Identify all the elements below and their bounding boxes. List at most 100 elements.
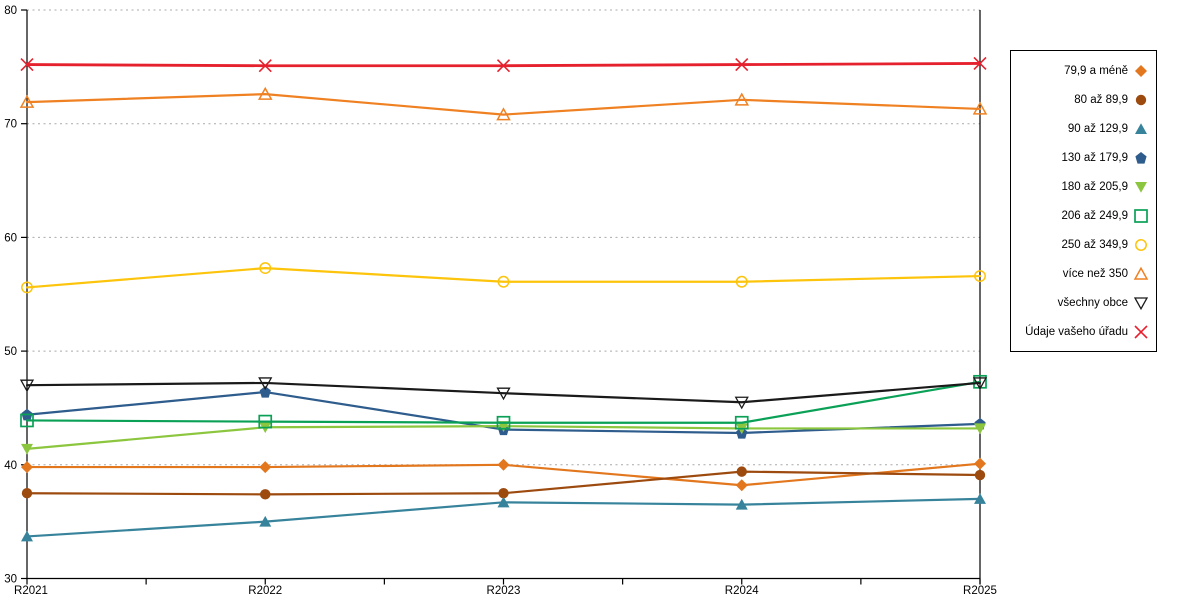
marker-triangle-down-open <box>972 377 988 391</box>
legend-pentagon-filled-icon <box>1135 151 1147 164</box>
legend-item-label: 90 až 129,9 <box>1067 122 1128 135</box>
marker-triangle-up-open <box>19 94 35 108</box>
marker-x <box>20 58 34 72</box>
legend-circle-filled-icon <box>1135 94 1147 105</box>
series-5 <box>21 421 986 455</box>
marker-triangle-down-open <box>1133 296 1149 310</box>
marker-circle-open <box>21 281 33 294</box>
marker-pentagon-filled <box>259 386 271 398</box>
marker-diamond-filled <box>21 461 33 474</box>
marker-circle-filled <box>736 466 747 477</box>
marker-square-open <box>258 414 273 429</box>
marker-triangle-up-filled <box>497 496 510 508</box>
y-tick-label: 80 <box>4 5 17 17</box>
legend-square-open-icon <box>1134 208 1148 223</box>
marker-diamond-filled <box>259 461 272 474</box>
y-tick-label: 50 <box>4 346 17 358</box>
marker-triangle-up-open <box>257 86 273 100</box>
legend-item-label: více než 350 <box>1062 267 1128 280</box>
legend-triangle-up-open-icon <box>1133 266 1149 280</box>
legend-diamond-filled-icon <box>1135 64 1147 77</box>
y-tick-label: 60 <box>4 232 17 244</box>
series-9 <box>19 377 988 410</box>
marker-circle-filled <box>974 469 986 481</box>
marker-circle-open <box>497 275 510 288</box>
legend-item-label: 180 až 205,9 <box>1061 180 1128 193</box>
legend-item: 250 až 349,9 <box>1011 230 1149 259</box>
marker-triangle-down-filled <box>21 443 33 455</box>
legend-item: více než 350 <box>1011 259 1149 288</box>
marker-triangle-down-open <box>258 377 273 391</box>
marker-circle-open <box>1135 238 1147 251</box>
x-tick-label: R2022 <box>248 585 282 597</box>
marker-triangle-up-filled <box>21 530 33 542</box>
x-tick-label: R2024 <box>725 585 759 597</box>
marker-x <box>735 58 749 72</box>
series-3 <box>21 493 986 542</box>
marker-triangle-up-open <box>496 107 511 121</box>
legend-item: všechny obce <box>1011 288 1149 317</box>
series-2 <box>21 466 986 500</box>
legend-triangle-down-filled-icon <box>1135 181 1147 193</box>
legend-item-label: Údaje vašeho úřadu <box>1025 325 1128 338</box>
legend-item-label: všechny obce <box>1057 296 1128 309</box>
legend-box: 79,9 a méně 80 až 89,9 90 až 129,9 130 až 1… <box>1010 50 1157 352</box>
legend-item-label: 79,9 a méně <box>1064 64 1128 77</box>
marker-circle-filled <box>1135 94 1147 105</box>
series-7 <box>21 262 986 294</box>
series-8 <box>19 86 988 121</box>
series-10 <box>20 56 987 73</box>
y-tick-label: 40 <box>4 460 17 472</box>
marker-circle-filled <box>260 489 271 500</box>
legend-item-label: 130 až 179,9 <box>1061 151 1128 164</box>
marker-triangle-up-filled <box>974 493 986 504</box>
marker-x <box>496 59 511 73</box>
marker-square-open <box>20 413 34 428</box>
marker-circle-filled <box>498 488 509 499</box>
legend-item-label: 250 až 349,9 <box>1061 238 1128 251</box>
legend-item: 90 až 129,9 <box>1011 114 1149 143</box>
marker-square-open <box>1134 208 1148 223</box>
series-line <box>25 381 982 404</box>
legend-circle-open-icon <box>1135 238 1147 251</box>
marker-triangle-down-open <box>496 387 511 401</box>
marker-triangle-up-filled <box>1135 122 1147 134</box>
y-tick-label: 30 <box>4 574 17 586</box>
legend-item: 130 až 179,9 <box>1011 143 1149 172</box>
marker-triangle-up-filled <box>735 498 748 510</box>
marker-circle-open <box>974 270 986 283</box>
legend-triangle-down-open-icon <box>1133 296 1149 310</box>
marker-circle-open <box>735 275 748 288</box>
legend-item: 206 až 249,9 <box>1011 201 1149 230</box>
marker-circle-open <box>259 262 272 275</box>
marker-diamond-filled <box>974 457 986 470</box>
marker-triangle-up-open <box>972 101 988 115</box>
legend-x-icon <box>1134 324 1148 339</box>
series-line <box>25 380 982 424</box>
legend-item-label: 206 až 249,9 <box>1061 209 1128 222</box>
series-line <box>25 93 982 116</box>
marker-triangle-down-filled <box>974 423 986 435</box>
marker-diamond-filled <box>1135 64 1147 77</box>
x-tick-label: R2025 <box>963 585 997 597</box>
marker-triangle-down-open <box>19 379 35 393</box>
series-line <box>25 266 982 289</box>
marker-triangle-down-filled <box>1135 181 1147 193</box>
marker-triangle-down-filled <box>497 421 510 432</box>
marker-triangle-up-open <box>1133 266 1149 280</box>
marker-square-open <box>734 415 749 430</box>
marker-triangle-up-filled <box>259 515 272 527</box>
x-tick-label: R2023 <box>487 585 521 597</box>
series-1 <box>21 457 986 492</box>
marker-pentagon-filled <box>1135 151 1147 164</box>
marker-diamond-filled <box>735 479 748 492</box>
legend-item-label: 80 až 89,9 <box>1074 93 1128 106</box>
legend-triangle-up-filled-icon <box>1135 122 1147 134</box>
marker-x <box>258 59 272 73</box>
legend-item: 79,9 a méně <box>1011 56 1149 85</box>
marker-triangle-down-open <box>734 396 749 410</box>
marker-circle-filled <box>21 488 33 499</box>
y-tick-label: 70 <box>4 119 17 131</box>
